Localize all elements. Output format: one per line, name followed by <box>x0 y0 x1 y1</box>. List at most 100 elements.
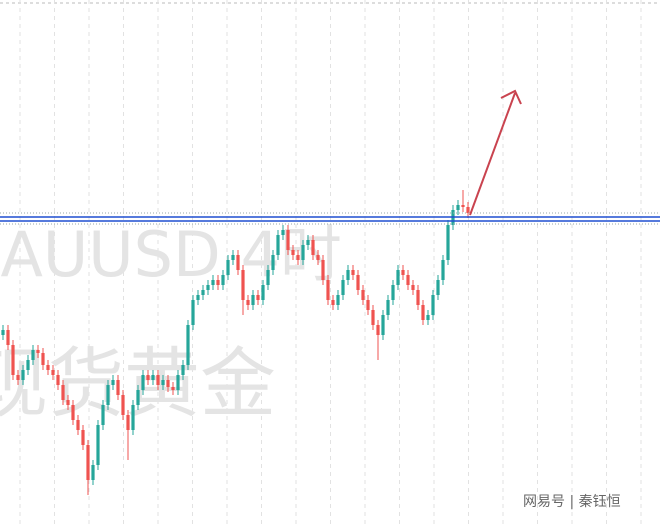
candle-body <box>341 280 345 295</box>
candle-body <box>46 365 50 370</box>
candle-body <box>86 445 90 480</box>
candle-body <box>316 255 320 260</box>
candle-body <box>156 375 160 385</box>
candle-body <box>106 385 110 405</box>
candle-body <box>246 300 250 305</box>
candle-body <box>31 350 35 360</box>
candle-body <box>166 380 170 387</box>
candle-body <box>161 380 165 385</box>
candle-body <box>71 405 75 420</box>
candle-body <box>41 353 45 365</box>
candle-body <box>306 240 310 245</box>
candle-body <box>396 270 400 285</box>
candle-body <box>421 305 425 320</box>
candle-body <box>171 387 175 390</box>
candle-body <box>431 295 435 315</box>
candle-body <box>401 270 405 275</box>
candle-body <box>26 360 30 370</box>
candles <box>1 190 470 495</box>
candle-body <box>271 255 275 270</box>
candle-body <box>276 235 280 255</box>
candle-body <box>136 390 140 405</box>
candle-body <box>261 285 265 300</box>
candle-body <box>251 295 255 305</box>
candle-body <box>291 250 295 255</box>
candle-body <box>411 285 415 290</box>
arrow-head <box>500 89 522 105</box>
candle-body <box>381 315 385 335</box>
candle-body <box>301 245 305 260</box>
candle-body <box>1 330 5 335</box>
candle-body <box>331 300 335 305</box>
candle-body <box>281 230 285 235</box>
candle-body <box>206 285 210 290</box>
candle-body <box>426 315 430 320</box>
candle-body <box>126 415 130 430</box>
candle-body <box>266 270 270 285</box>
candle-body <box>366 300 370 310</box>
candle-body <box>446 225 450 260</box>
arrow-shaft <box>469 92 516 216</box>
candle-body <box>16 375 20 380</box>
candle-body <box>236 255 240 270</box>
candle-body <box>201 290 205 295</box>
candle-body <box>51 370 55 375</box>
candle-body <box>296 255 300 260</box>
candle-body <box>6 330 10 345</box>
candle-body <box>441 260 445 280</box>
candle-body <box>461 205 465 207</box>
candle-body <box>146 375 150 380</box>
candle-body <box>256 295 260 300</box>
watermark-symbol: XAUUSD 4时 <box>0 218 342 291</box>
candle-body <box>466 207 470 213</box>
candle-body <box>61 385 65 400</box>
candle-body <box>141 375 145 390</box>
candle-body <box>116 380 120 395</box>
candle-body <box>416 290 420 305</box>
candle-body <box>196 295 200 300</box>
candle-body <box>346 270 350 280</box>
candle-body <box>336 295 340 305</box>
candle-body <box>386 300 390 315</box>
candle-body <box>66 400 70 405</box>
candle-body <box>286 230 290 250</box>
candle-body <box>406 275 410 285</box>
candle-body <box>131 405 135 430</box>
candle-body <box>436 280 440 295</box>
candle-body <box>211 280 215 285</box>
candle-body <box>351 270 355 275</box>
candle-body <box>81 430 85 445</box>
footer: 网易号 | 秦钰恒 <box>523 494 621 510</box>
candle-body <box>151 375 155 380</box>
candle-body <box>181 365 185 375</box>
candle-body <box>311 240 315 255</box>
candle-body <box>326 280 330 300</box>
candle-body <box>376 325 380 335</box>
candle-body <box>391 285 395 300</box>
candle-body <box>221 275 225 285</box>
candle-body <box>231 255 235 260</box>
candle-body <box>56 375 60 385</box>
candle-body <box>356 275 360 290</box>
candle-body <box>36 350 40 353</box>
candle-body <box>76 420 80 430</box>
arrow <box>469 89 522 216</box>
candle-body <box>96 425 100 465</box>
candle-body <box>186 325 190 365</box>
candle-body <box>216 280 220 285</box>
candle-body <box>121 395 125 415</box>
candle-body <box>111 380 115 385</box>
candle-body <box>321 260 325 280</box>
watermark-name: 现货黄金 <box>0 339 276 428</box>
candle-body <box>371 310 375 325</box>
candle-body <box>101 405 105 425</box>
candle-body <box>176 375 180 390</box>
candle-body <box>456 205 460 210</box>
candle-body <box>361 290 365 300</box>
candle-body <box>241 270 245 300</box>
candle-body <box>11 345 15 375</box>
candle-body <box>91 465 95 480</box>
candle-body <box>226 260 230 275</box>
